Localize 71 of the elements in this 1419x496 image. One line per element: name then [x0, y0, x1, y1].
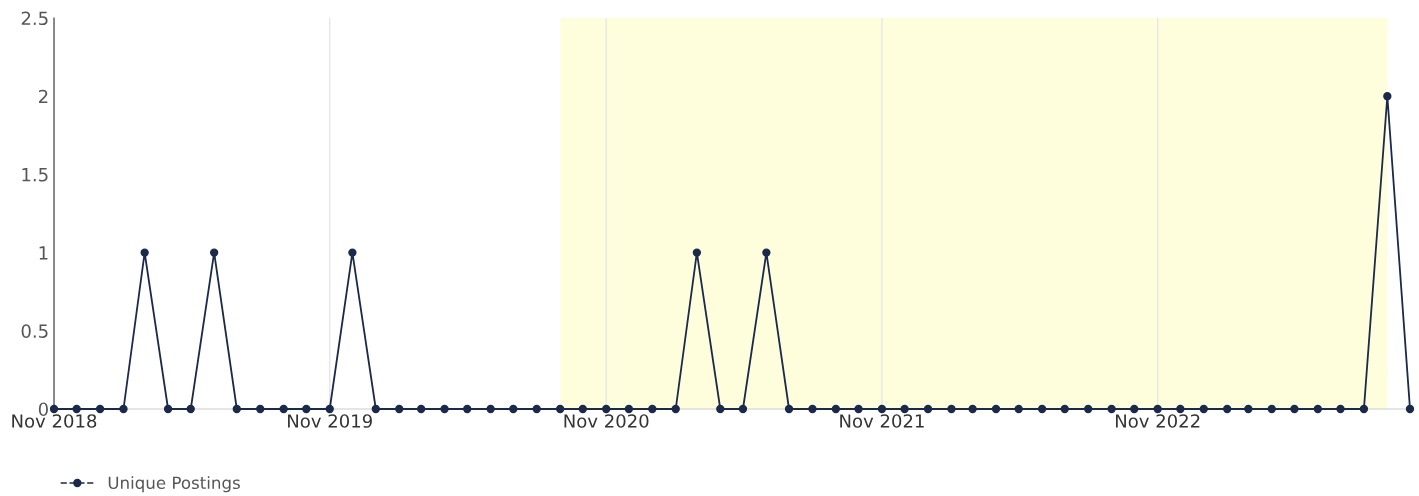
x-tick-label: Nov 2022: [1115, 414, 1200, 428]
point: [923, 404, 933, 414]
y-tick-label: 0: [38, 402, 48, 417]
point: [831, 404, 841, 414]
point: [602, 404, 611, 414]
point: [416, 404, 426, 414]
point: [186, 404, 195, 414]
y-tick-label: 1.5: [22, 168, 48, 182]
y-tick-label: 0.5: [21, 324, 48, 338]
point: [947, 404, 956, 414]
point: [119, 404, 128, 414]
point: [1336, 404, 1345, 414]
point: [808, 404, 817, 414]
point: [1199, 404, 1208, 414]
point: [95, 404, 105, 414]
point: [232, 404, 241, 414]
point: [1176, 404, 1185, 414]
point: [692, 248, 702, 257]
point: [1223, 404, 1232, 414]
y-tick-label: 2.5: [21, 11, 48, 26]
x-tick-label: Nov 2019: [288, 414, 372, 428]
point: [1290, 404, 1299, 414]
legend-label: Unique Postings: [108, 476, 240, 493]
point: [532, 404, 541, 414]
point: [578, 404, 587, 414]
point: [49, 404, 59, 414]
point: [1313, 404, 1323, 414]
point: [371, 404, 380, 414]
point: [671, 404, 680, 414]
point: [968, 404, 977, 414]
point: [486, 404, 495, 414]
point: [854, 404, 863, 414]
point: [463, 404, 472, 414]
point: [738, 404, 748, 414]
point: [209, 248, 219, 257]
point: [1084, 404, 1093, 414]
point: [784, 404, 794, 414]
point: [163, 404, 173, 414]
y-tick-label: 1: [39, 246, 48, 260]
point: [1060, 404, 1069, 414]
y-tick-label: 2: [38, 89, 48, 104]
x-tick-label: Nov 2021: [840, 414, 924, 428]
point: [279, 404, 288, 414]
point: [1037, 404, 1047, 414]
point: [1359, 404, 1369, 414]
point: [1383, 92, 1392, 101]
point: [900, 404, 909, 414]
point: [1405, 404, 1415, 414]
point: [624, 404, 634, 414]
point: [716, 404, 725, 414]
point: [256, 404, 265, 414]
point: [1267, 404, 1276, 414]
point: [302, 404, 311, 414]
point: [140, 248, 149, 257]
point: [1130, 404, 1139, 414]
point: [648, 404, 657, 414]
point: [395, 404, 404, 414]
point: [1014, 404, 1023, 414]
point: [1107, 404, 1116, 414]
point: [72, 404, 81, 414]
point: [762, 248, 771, 257]
point: [1244, 404, 1253, 414]
point: [991, 404, 1001, 414]
point: [555, 404, 565, 414]
point: [440, 404, 449, 414]
point: [877, 404, 887, 414]
point: [509, 404, 518, 414]
x-tick-label: Nov 2020: [564, 414, 649, 428]
point: [348, 248, 357, 257]
point: [1153, 404, 1162, 414]
point: [325, 404, 334, 414]
